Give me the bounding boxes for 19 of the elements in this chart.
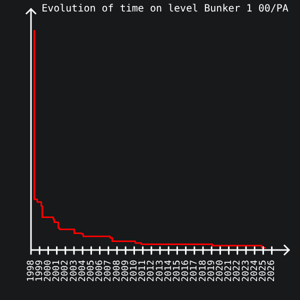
x-tick-label: 2003 [69, 260, 80, 282]
x-tick-label: 2023 [241, 260, 252, 282]
x-tick-label: 2026 [267, 260, 278, 282]
x-tick-label: 1998 [26, 260, 36, 282]
x-tick-label: 2018 [198, 260, 208, 282]
x-tick-label: 2009 [120, 260, 131, 282]
x-tick-label: 2012 [146, 260, 157, 282]
x-tick-label: 2017 [190, 260, 200, 282]
x-tick-label: 2019 [206, 260, 217, 282]
x-tick-label: 2008 [112, 260, 122, 282]
x-tick-label: 2014 [164, 260, 174, 282]
x-tick-label: 2004 [78, 260, 88, 282]
x-tick-label: 2002 [60, 260, 71, 282]
x-tick-label: 2007 [104, 260, 114, 282]
x-tick-label: 2024 [250, 260, 260, 282]
x-tick-label: 1999 [34, 260, 45, 282]
x-tick-label: 2022 [232, 260, 243, 282]
chart-title: Evolution of time on level Bunker 1 00/PA [42, 4, 288, 15]
x-tick-label: 2013 [155, 260, 166, 282]
